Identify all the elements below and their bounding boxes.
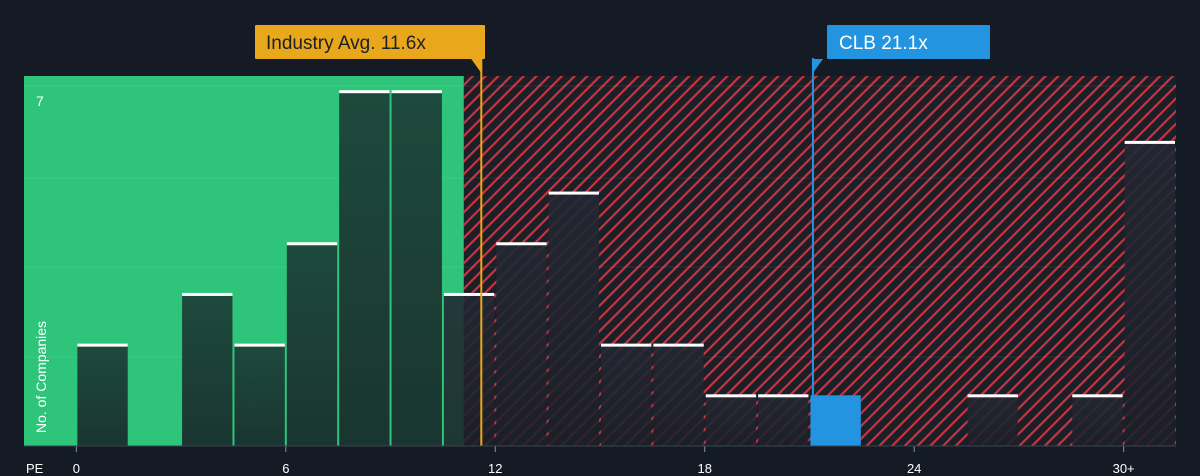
- bar-cap-17: [967, 394, 1018, 398]
- bar-cap-3: [234, 343, 285, 347]
- bar-0: [77, 344, 128, 446]
- bar-13: [758, 395, 809, 446]
- x-tick-label-0: 0: [73, 461, 80, 476]
- industry-avg-pointer: [471, 59, 482, 73]
- company-pe-box: [827, 25, 990, 59]
- bar-cap-19: [1072, 394, 1123, 398]
- callouts: Industry Avg. 11.6x CLB 21.1x: [255, 25, 990, 73]
- bar-14: [810, 395, 861, 446]
- bar-8: [496, 243, 547, 446]
- bar-3: [234, 344, 285, 446]
- x-axis-label: PE: [26, 461, 44, 476]
- bar-cap-12: [705, 394, 757, 398]
- bar-19: [1072, 395, 1123, 446]
- bar-12: [705, 395, 757, 446]
- industry-avg-label: Industry Avg. 11.6x: [266, 33, 426, 54]
- bar-cap-11: [653, 343, 704, 347]
- x-tick-label-4: 24: [907, 461, 921, 476]
- bar-5: [339, 91, 390, 447]
- bar-7: [443, 293, 495, 446]
- bar-20: [1124, 141, 1175, 446]
- bar-cap-9: [548, 191, 599, 195]
- bar-9: [548, 192, 599, 446]
- bar-cap-5: [339, 90, 390, 94]
- x-tick-label-2: 12: [488, 461, 502, 476]
- industry-avg-box: [255, 25, 485, 59]
- bar-cap-0: [77, 343, 128, 347]
- bar-cap-20: [1124, 140, 1175, 144]
- bar-cap-6: [391, 90, 442, 94]
- y-tick-label: 7: [36, 93, 44, 109]
- bar-11: [653, 344, 704, 446]
- bar-cap-10: [601, 343, 652, 347]
- reference-lines: [480, 58, 814, 446]
- bar-cap-4: [286, 242, 338, 246]
- x-tick-label-3: 18: [697, 461, 711, 476]
- company-pe-label: CLB 21.1x: [839, 33, 928, 54]
- bar-17: [967, 395, 1018, 446]
- histogram-bars: [77, 90, 1175, 447]
- bar-4: [286, 243, 338, 446]
- company-pe-pointer: [812, 59, 823, 73]
- axes: 7 No. of Companies PE 0 6 12 18 24 30+: [24, 93, 1176, 476]
- bar-2: [182, 293, 233, 446]
- bar-cap-2: [182, 292, 233, 296]
- bar-10: [601, 344, 652, 446]
- bar-cap-8: [496, 242, 547, 246]
- y-axis-label: No. of Companies: [33, 321, 49, 433]
- bar-6: [391, 91, 442, 447]
- bar-cap-7: [443, 292, 495, 296]
- bar-cap-13: [758, 394, 809, 398]
- x-tick-label-5: 30+: [1113, 461, 1135, 476]
- x-tick-label-1: 6: [282, 461, 289, 476]
